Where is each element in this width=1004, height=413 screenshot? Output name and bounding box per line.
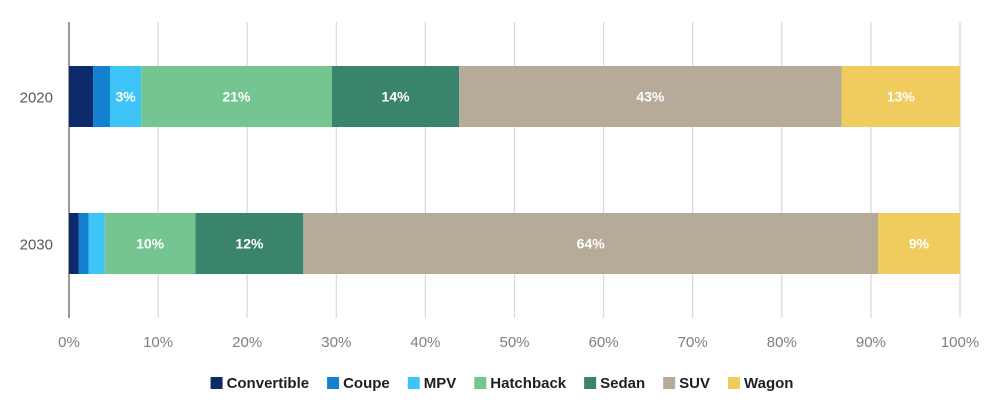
data-label: 12% xyxy=(235,236,264,252)
data-label: 64% xyxy=(577,236,606,252)
bar-labels: 3% 21% 14% 43% 13% 10% 12% 64% 9% xyxy=(115,89,929,252)
bar-hatchback-2020 xyxy=(141,66,332,127)
legend-label: Coupe xyxy=(343,375,390,392)
bar-convertible-2020 xyxy=(69,66,94,127)
x-tick-label: 100% xyxy=(941,334,979,351)
x-tick-label: 80% xyxy=(767,334,797,351)
y-tick-label: 2020 xyxy=(20,90,53,107)
legend-swatch xyxy=(210,377,223,389)
legend-item-convertible: Convertible xyxy=(210,375,310,392)
bar-mpv-2020 xyxy=(109,66,142,127)
data-label: 43% xyxy=(636,89,665,105)
bar-suv-2020 xyxy=(459,66,842,127)
legend-item-hatchback: Hatchback xyxy=(474,375,567,392)
bar-suv-2030 xyxy=(303,213,879,274)
bar-coupe-2020 xyxy=(93,66,110,127)
bars xyxy=(69,66,960,274)
bar-hatchback-2030 xyxy=(104,213,196,274)
bar-convertible-2030 xyxy=(69,213,79,274)
bar-mpv-2030 xyxy=(88,213,105,274)
legend-label: Wagon xyxy=(744,375,793,392)
bar-wagon-2030 xyxy=(878,213,960,274)
legend-label: MPV xyxy=(424,375,457,392)
bar-wagon-2020 xyxy=(841,66,960,127)
legend-swatch xyxy=(327,377,340,389)
legend: Convertible Coupe MPV Hatchback Sedan SUV Wago… xyxy=(210,375,793,392)
data-label: 13% xyxy=(887,89,916,105)
x-tick-label: 90% xyxy=(856,334,886,351)
legend-swatch xyxy=(663,377,676,389)
x-tick-label: 60% xyxy=(589,334,619,351)
x-axis-ticks: 0% 10% 20% 30% 40% 50% 60% 70% 80% 90% 100% xyxy=(58,334,979,351)
legend-label: Sedan xyxy=(600,375,645,392)
legend-item-wagon: Wagon xyxy=(728,375,793,392)
legend-label: Convertible xyxy=(227,375,310,392)
y-tick-label: 2030 xyxy=(20,237,53,254)
legend-swatch xyxy=(728,377,740,389)
data-label: 21% xyxy=(222,89,251,105)
bar-coupe-2030 xyxy=(78,213,89,274)
legend-item-suv: SUV xyxy=(663,375,710,392)
x-tick-label: 30% xyxy=(321,334,351,351)
legend-label: Hatchback xyxy=(490,375,567,392)
x-tick-label: 50% xyxy=(499,334,529,351)
x-tick-label: 10% xyxy=(143,334,173,351)
data-label: 3% xyxy=(115,89,136,105)
legend-item-coupe: Coupe xyxy=(327,375,390,392)
legend-label: SUV xyxy=(679,375,710,392)
data-label: 9% xyxy=(909,236,930,252)
x-tick-label: 40% xyxy=(410,334,440,351)
x-tick-label: 0% xyxy=(58,334,80,351)
x-tick-label: 20% xyxy=(232,334,262,351)
legend-swatch xyxy=(584,377,597,389)
legend-item-mpv: MPV xyxy=(407,375,457,392)
legend-swatch xyxy=(407,377,420,389)
y-axis-ticks: 2020 2030 xyxy=(20,90,53,254)
legend-swatch xyxy=(474,377,487,389)
data-label: 10% xyxy=(136,236,165,252)
x-tick-label: 70% xyxy=(678,334,708,351)
data-label: 14% xyxy=(382,89,411,105)
bar-sedan-2030 xyxy=(195,213,304,274)
legend-item-sedan: Sedan xyxy=(584,375,645,392)
bar-sedan-2020 xyxy=(331,66,460,127)
